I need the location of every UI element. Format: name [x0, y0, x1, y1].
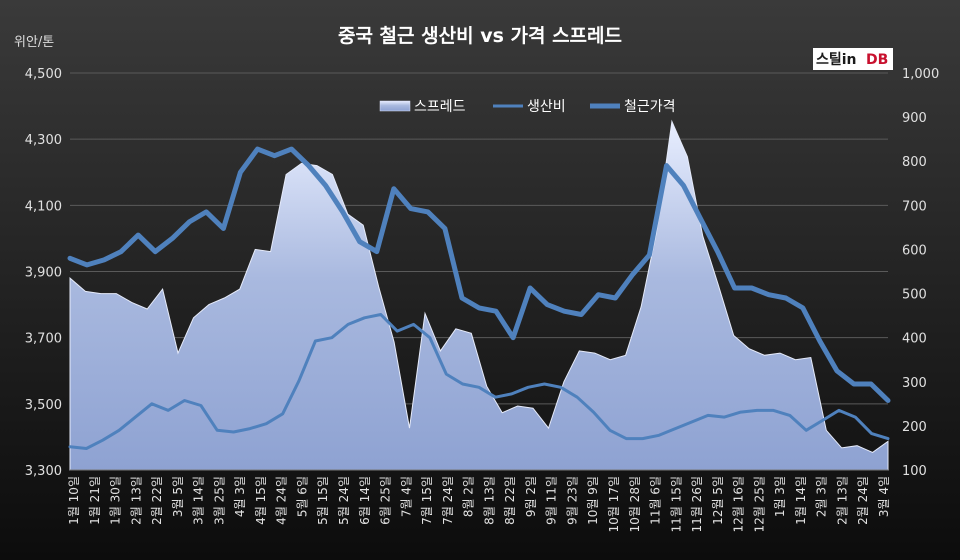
right-tick-label: 700 [902, 199, 927, 214]
x-tick-label: 12월 5일 [711, 476, 725, 525]
left-tick-label: 3,700 [25, 332, 62, 347]
x-tick-label: 11월 26일 [690, 476, 704, 532]
steelindb-logo: 스틸in DB [813, 48, 893, 70]
left-tick-label: 3,300 [25, 464, 62, 479]
x-tick-label: 2월 24일 [856, 476, 870, 525]
x-tick-label: 12월 16일 [732, 476, 746, 532]
left-axis-unit: 위안/톤 [14, 35, 54, 50]
series-line-price [67, 146, 891, 403]
left-tick-label: 4,300 [25, 133, 62, 148]
right-tick-label: 500 [902, 288, 927, 303]
x-tick-label: 9월 23일 [565, 476, 579, 525]
left-tick-label: 3,900 [25, 266, 62, 281]
x-tick-label: 2월 13일 [129, 476, 143, 525]
legend: 스프레드 생산비 철근가격 [379, 99, 676, 115]
x-tick-label: 2월 3일 [815, 476, 829, 517]
series-line-cost [68, 313, 890, 450]
chart-title: 중국 철근 생산비 vs 가격 스프레드 [338, 25, 622, 47]
right-tick-label: 900 [902, 111, 927, 126]
left-tick-label: 4,100 [25, 199, 62, 214]
x-tick-label: 6월 25일 [379, 476, 393, 525]
x-tick-label: 11월 15일 [669, 476, 683, 532]
right-tick-label: 100 [902, 464, 927, 479]
x-tick-label: 1월 10일 [67, 476, 81, 525]
x-tick-label: 4월 24일 [275, 476, 289, 525]
x-tick-label: 9월 11일 [545, 476, 559, 525]
legend-label-spread: 스프레드 [414, 99, 466, 115]
x-tick-label: 4월 15일 [254, 476, 268, 525]
series-area-spread [69, 119, 889, 471]
x-tick-label: 1월 21일 [88, 476, 102, 525]
x-tick-label: 7월 15일 [420, 476, 434, 525]
svg-text:DB: DB [866, 52, 888, 68]
x-tick-label: 7월 24일 [441, 476, 455, 525]
x-tick-label: 10월 28일 [628, 476, 642, 532]
right-tick-label: 200 [902, 420, 927, 435]
left-tick-label: 4,500 [25, 67, 62, 82]
x-tick-label: 3월 4일 [877, 476, 891, 517]
x-tick-label: 1월 14일 [794, 476, 808, 525]
x-tick-label: 3월 14일 [192, 476, 206, 525]
x-tick-label: 10월 17일 [607, 476, 621, 532]
right-tick-label: 800 [902, 155, 927, 170]
axes: 3,300 3,500 3,700 3,900 4,100 4,300 4,500 100 20… [25, 67, 939, 479]
x-tick-label: 2월 22일 [150, 476, 164, 525]
x-tick-label: 7월 4일 [399, 476, 413, 517]
x-tick-label: 3월 5일 [171, 476, 185, 517]
right-tick-label: 400 [902, 332, 927, 347]
x-tick-label: 1월 3일 [773, 476, 787, 517]
svg-text:스틸in: 스틸in [816, 52, 857, 68]
x-tick-label: 11월 6일 [649, 476, 663, 525]
x-tick-label: 12월 25일 [752, 476, 766, 532]
x-tick-label: 8월 13일 [482, 476, 496, 525]
legend-label-cost: 생산비 [527, 99, 566, 115]
x-tick-label: 8월 22일 [503, 476, 517, 525]
x-tick-label: 1월 30일 [109, 476, 123, 525]
legend-label-price: 철근가격 [624, 99, 676, 115]
right-tick-label: 300 [902, 376, 927, 391]
x-axis-labels: 1월 10일 1월 21일 1월 30일 2월 13일 2월 22일 3월 5일 3월 14… [67, 476, 891, 532]
x-tick-label: 5월 24일 [337, 476, 351, 525]
x-tick-label: 8월 2일 [462, 476, 476, 517]
x-tick-label: 2월 13일 [835, 476, 849, 525]
x-tick-label: 5월 15일 [316, 476, 330, 525]
x-tick-label: 3월 25일 [212, 476, 226, 525]
left-tick-label: 3,500 [25, 398, 62, 413]
right-tick-label: 1,000 [902, 67, 939, 82]
x-tick-label: 6월 14일 [358, 476, 372, 525]
x-tick-label: 9월 2일 [524, 476, 538, 517]
x-tick-label: 10월 9일 [586, 476, 600, 525]
x-tick-label: 4월 3일 [233, 476, 247, 517]
x-tick-label: 5월 6일 [295, 476, 309, 517]
right-tick-label: 600 [902, 243, 927, 258]
series-layer [67, 119, 891, 471]
